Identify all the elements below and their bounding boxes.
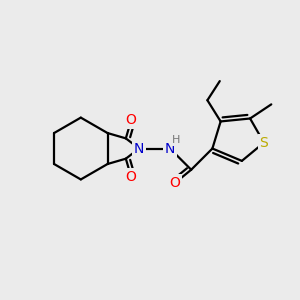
Text: O: O xyxy=(126,170,136,184)
Text: S: S xyxy=(260,136,268,150)
Text: N: N xyxy=(134,142,144,155)
Text: O: O xyxy=(169,176,180,190)
Text: H: H xyxy=(172,135,181,145)
Text: O: O xyxy=(126,113,136,127)
Text: N: N xyxy=(165,142,175,155)
